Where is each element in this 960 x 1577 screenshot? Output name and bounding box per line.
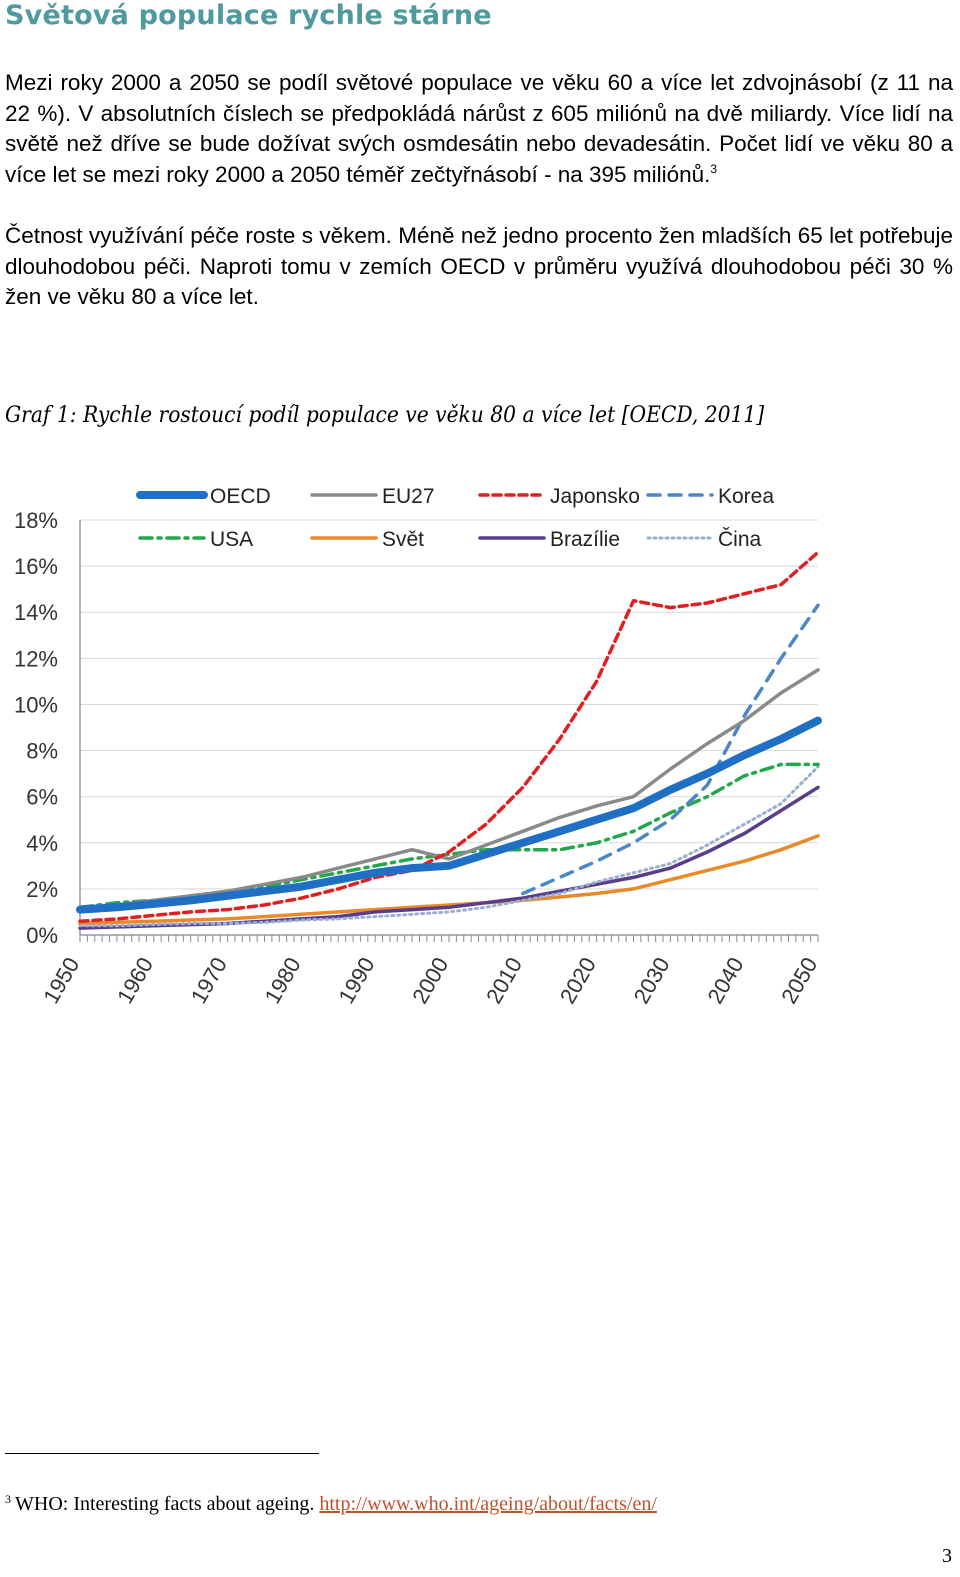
series-line-čina: [78, 765, 820, 928]
series-line-svět: [78, 834, 820, 926]
footnote-reference[interactable]: 3: [710, 161, 718, 176]
footnote-divider: [5, 1453, 319, 1454]
footnote-link[interactable]: http://www.who.int/ageing/about/facts/en…: [319, 1493, 657, 1515]
x-tick-label: 2050: [776, 953, 822, 1008]
legend-label: OECD: [210, 485, 271, 508]
page-number: 3: [942, 1545, 952, 1567]
series-line-oecd: [76, 716, 822, 914]
legend-label: Brazílie: [550, 528, 620, 551]
legend-label: Čina: [718, 528, 762, 551]
footnote-number: 3: [5, 1492, 11, 1506]
paragraph-population: Mezi roky 2000 a 2050 se podíl světové p…: [5, 68, 953, 190]
x-tick-label: 2010: [481, 953, 527, 1008]
legend-label: Svět: [382, 528, 424, 551]
legend-label: Korea: [718, 485, 774, 508]
y-tick-label: 14%: [14, 600, 58, 625]
y-tick-label: 12%: [14, 646, 58, 671]
series-line-korea: [521, 603, 820, 896]
footnote: 3 WHO: Interesting facts about ageing. ht…: [5, 1493, 657, 1516]
x-tick-label: 1970: [186, 953, 232, 1008]
x-tick-label: 1980: [260, 953, 306, 1008]
series-line-usa: [78, 762, 820, 910]
x-tick-label: 2000: [407, 953, 453, 1008]
legend-label: EU27: [382, 485, 435, 508]
y-tick-label: 0%: [26, 923, 58, 948]
paragraph-care: Četnost využívání péče roste s věkem. Mé…: [5, 223, 953, 309]
x-tick-label: 1960: [112, 953, 158, 1008]
x-tick-label: 1990: [333, 953, 379, 1008]
legend-label: USA: [210, 528, 253, 551]
paragraph-population-text: Mezi roky 2000 a 2050 se podíl světové p…: [5, 70, 953, 187]
chart-caption: Graf 1: Rychle rostoucí podíl populace v…: [5, 403, 765, 428]
y-tick-label: 16%: [14, 554, 58, 579]
x-tick-label: 2030: [629, 953, 675, 1008]
y-tick-label: 2%: [26, 877, 58, 902]
x-tick-label: 2020: [555, 953, 601, 1008]
y-tick-label: 6%: [26, 785, 58, 810]
section-heading: Světová populace rychle stárne: [5, 0, 492, 31]
x-tick-label: 1950: [38, 953, 84, 1008]
series-line-eu27: [78, 668, 820, 910]
y-tick-label: 10%: [14, 692, 58, 717]
series-line-japonsko: [78, 550, 820, 923]
footnote-text: WHO: Interesting facts about ageing.: [15, 1493, 315, 1515]
x-tick-label: 2040: [702, 953, 748, 1008]
y-tick-label: 18%: [14, 508, 58, 533]
y-tick-label: 8%: [26, 739, 58, 764]
legend-label: Japonsko: [550, 485, 640, 508]
y-tick-label: 4%: [26, 831, 58, 856]
line-chart: 0% 2% 4% 6% 8% 10% 12% 14% 16% 18% 1950 1960 1970 198…: [14, 485, 822, 1008]
